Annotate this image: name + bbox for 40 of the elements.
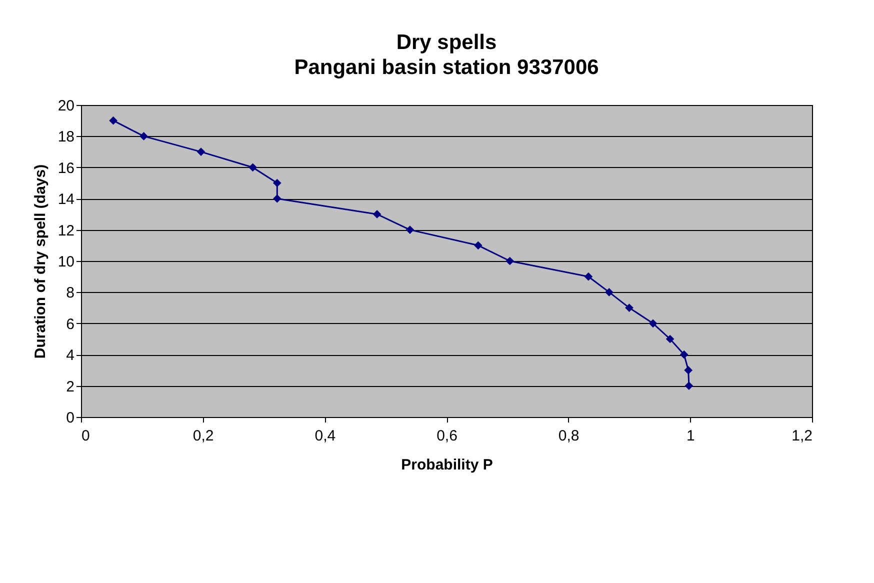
x-tick-label: 0,2: [192, 428, 214, 444]
y-tick-label: 0: [66, 410, 74, 426]
point: [584, 272, 593, 281]
y-tick-label: 8: [66, 284, 74, 302]
point: [248, 163, 257, 172]
point: [680, 350, 688, 359]
point: [196, 148, 206, 156]
y-tick-label: 4: [66, 347, 74, 364]
point: [474, 241, 482, 250]
y-tick-label: 12: [58, 222, 74, 240]
point: [406, 226, 414, 234]
point: [684, 366, 693, 374]
point: [372, 210, 382, 218]
x-axis-title: Probability P: [401, 456, 493, 474]
x-tick-label: 1: [686, 428, 695, 444]
point: [604, 288, 614, 296]
point: [666, 334, 674, 344]
point: [625, 304, 634, 312]
y-tick-label: 20: [58, 98, 74, 114]
y-tick-label: 10: [58, 254, 74, 270]
x-tick-label: 1,2: [792, 428, 812, 444]
y-tick-label: 2: [66, 378, 74, 396]
y-axis-title: Duration of dry spell (days): [32, 164, 49, 359]
point: [140, 132, 148, 140]
chart-title: Dry spells: [396, 31, 497, 54]
point: [272, 194, 282, 203]
x-tick-label: 0: [82, 428, 90, 444]
x-tick-label: 0,8: [558, 428, 580, 444]
y-tick-label: 16: [58, 160, 74, 177]
point: [109, 116, 118, 125]
point: [684, 382, 694, 390]
x-tick-label: 0,4: [314, 428, 336, 444]
point: [506, 256, 514, 266]
point: [648, 319, 658, 328]
x-tick-label: 0,6: [436, 428, 458, 444]
chart-subtitle: Pangani basin station 9337006: [294, 56, 599, 79]
y-tick-label: 6: [66, 316, 74, 333]
y-tick-label: 18: [58, 128, 74, 146]
y-tick-label: 14: [58, 191, 74, 208]
point: [272, 178, 282, 188]
